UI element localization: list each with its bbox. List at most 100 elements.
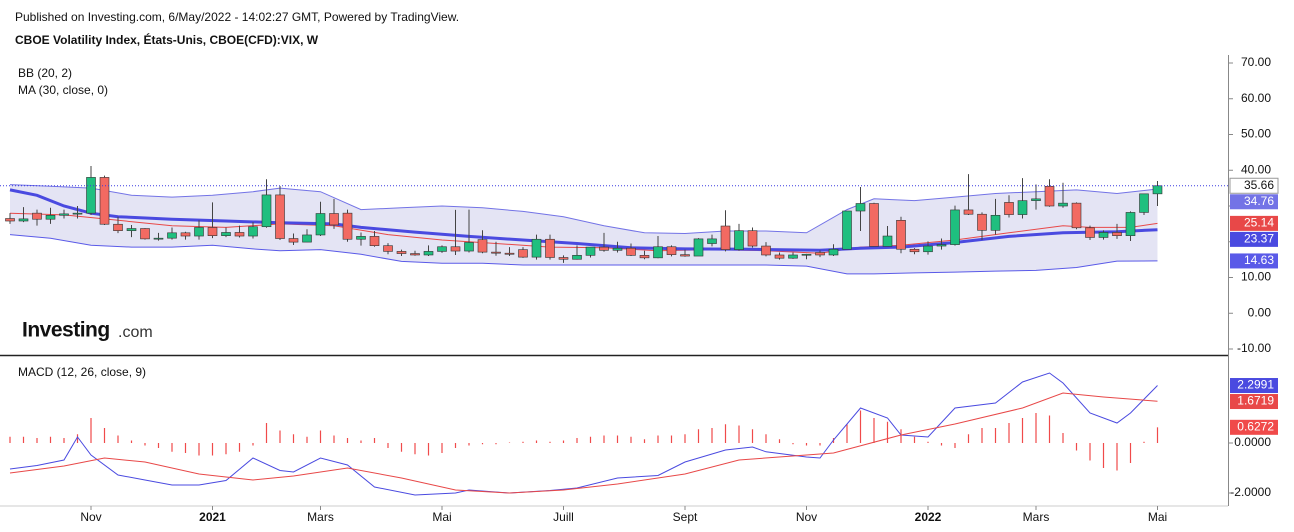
candle-body [234,232,245,237]
candle-body [1112,232,1122,236]
value-box-label: 0.6272 [1237,419,1274,433]
candle-body [734,230,744,250]
x-tick-label: Mai [432,510,451,524]
candle-body [261,194,272,228]
x-tick-label: Mars [1023,510,1050,524]
candle-body [923,245,933,253]
candle-body [437,246,447,252]
x-tick-label: Nov [796,510,817,524]
candle-body [477,239,488,253]
candle-body [950,209,960,245]
candle-body [32,212,42,220]
candle-body [126,228,137,231]
indicator-legend: MA (30, close, 0) [18,83,108,97]
candle-body [680,254,690,257]
candle-body [842,210,852,250]
candle-body [1071,202,1082,229]
value-box-label: 2.2991 [1237,378,1274,392]
candle-body [1044,186,1055,207]
candle-body [869,203,879,247]
candle-body [315,213,326,236]
value-box [1230,394,1278,410]
candle-body [1004,202,1014,215]
candle-body [896,220,906,250]
y-tick-label: 0.00 [1248,305,1272,319]
candle-body [828,248,839,256]
candle-body [1085,227,1095,238]
x-tick-label: Mars [307,510,334,524]
y-tick-label: 50.00 [1241,127,1271,141]
value-box-label: 35.66 [1244,178,1274,192]
candle-body [612,247,623,251]
candle-body [86,177,96,214]
candle-body [383,245,393,252]
y-tick-label: -10.00 [1237,341,1271,355]
candle-body [518,249,528,258]
candle-body [666,246,677,255]
indicator-line [9,184,1158,235]
candle-body [977,213,987,231]
candle-body [815,252,825,256]
candle-body [275,194,285,239]
candle-body [396,251,407,254]
value-box-label: 14.63 [1244,253,1274,267]
candle-body [599,246,609,251]
candle-body [531,238,542,258]
candle-body [545,238,555,258]
candle-body [639,255,650,259]
value-box [1230,231,1278,247]
candle-body [707,238,717,244]
value-box-label: 1.6719 [1237,394,1274,408]
indicator-line [9,234,1158,275]
x-tick-label: 2021 [199,510,226,524]
y-tick-label: 0.0000 [1234,435,1271,449]
x-tick-label: 2022 [915,510,942,524]
candle-body [302,234,312,243]
value-box [1230,215,1278,231]
candle-body [491,251,501,254]
candle-body [140,228,150,240]
candle-body [1058,202,1068,207]
candle-body [558,257,569,260]
value-box [1230,194,1278,210]
y-tick-label: 10.00 [1241,270,1271,284]
candle-body [909,248,920,253]
candle-body [288,238,299,243]
candle-body [693,238,704,257]
candle-body [882,235,893,247]
candle-body [720,225,731,250]
candle-body [855,203,866,212]
candle-body [113,223,123,231]
value-box-label: 23.37 [1244,232,1274,246]
logo-suffix: .com [118,324,153,341]
candle-body [207,227,218,236]
candle-body [761,245,771,256]
candle-body [1098,232,1109,238]
candle-body [180,232,191,237]
value-box [1230,253,1278,269]
candle-body [464,242,474,252]
value-box-label: 25.14 [1244,216,1274,230]
candle-body [167,232,177,239]
value-box-label: 34.76 [1244,194,1274,208]
candle-body [963,209,974,215]
candle-body [410,253,420,256]
y-tick-label: 70.00 [1241,55,1271,69]
published-note: Published on Investing.com, 6/May/2022 -… [15,10,459,24]
candle-body [1125,212,1136,236]
x-tick-label: Mai [1148,510,1167,524]
candle-body [1139,193,1149,213]
x-tick-label: Sept [673,510,698,524]
candle-body [342,212,353,240]
candle-body [194,227,204,237]
candle-body [990,214,1001,231]
candle-body [774,254,785,259]
candle-body [356,236,366,240]
candle-body [221,232,231,236]
candle-body [248,226,258,237]
candle-body [72,212,83,215]
value-box [1229,177,1279,194]
candle-body [153,237,164,240]
y-tick-label: 40.00 [1241,162,1271,176]
